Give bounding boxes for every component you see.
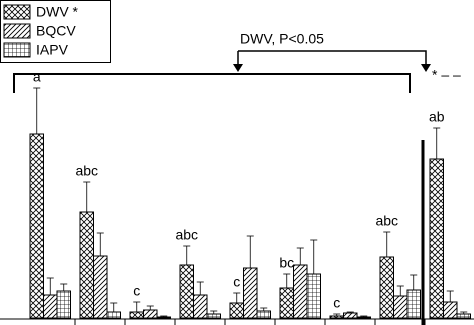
bar: [243, 267, 258, 319]
bar: [193, 294, 208, 319]
bar: [206, 313, 221, 319]
significance-letter: c: [233, 274, 240, 290]
bar: [229, 302, 244, 319]
bar: [56, 290, 71, 319]
annotation: DWV, P<0.05: [240, 31, 324, 47]
bar: [393, 295, 408, 319]
arrow-head: [233, 64, 243, 72]
legend-label: IAPV: [36, 42, 69, 58]
bar: [156, 316, 171, 319]
legend-swatch: [3, 23, 31, 39]
significance-letter: abc: [175, 227, 198, 243]
bar: [456, 313, 471, 319]
significance-letter: abc: [75, 163, 98, 179]
legend-swatch: [3, 42, 31, 58]
bar: [429, 158, 444, 319]
significance-letter: abc: [375, 213, 398, 229]
bar: [356, 316, 371, 319]
bar: [306, 273, 321, 319]
bar: [443, 301, 458, 319]
bar: [406, 289, 421, 319]
bar: [43, 294, 58, 319]
legend-swatch: [3, 4, 31, 20]
significance-bracket: [13, 50, 427, 93]
bar: [329, 315, 344, 319]
bar: [129, 311, 144, 319]
legend-label: BQCV: [36, 23, 76, 39]
bar: [179, 264, 194, 319]
significance-letter: c: [133, 283, 140, 299]
bar: [143, 309, 158, 319]
bar: [256, 310, 271, 319]
arrow-head: [421, 64, 431, 72]
significance-letter: c: [333, 295, 340, 311]
bar: [93, 255, 108, 319]
bar: [29, 133, 44, 319]
legend-label: DWV *: [36, 4, 79, 20]
significance-letter: bc: [279, 255, 294, 271]
bar: [79, 211, 94, 319]
bar: [279, 287, 294, 319]
significance-letter: a: [33, 69, 41, 85]
bar: [106, 311, 121, 319]
bar: [293, 264, 308, 319]
bar: [343, 312, 358, 319]
bar: [379, 256, 394, 319]
annotation: * – –: [432, 67, 461, 83]
significance-letter: ab: [429, 109, 445, 125]
